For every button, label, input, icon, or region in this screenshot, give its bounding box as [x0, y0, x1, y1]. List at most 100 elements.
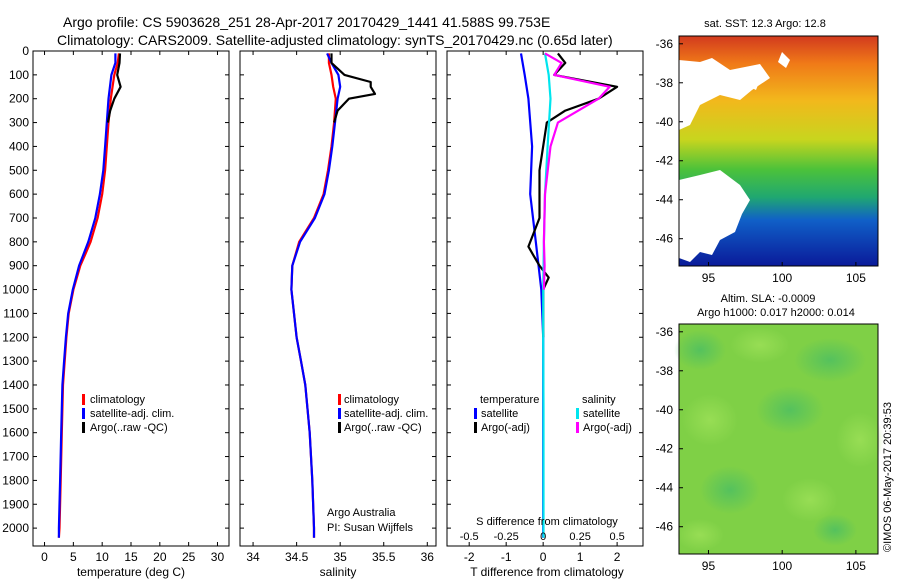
salinity-diff-tick-label: -0.5 — [460, 531, 479, 543]
depth-tick-label: 1200 — [2, 330, 29, 344]
legend-s-argo: Argo(-adj) — [583, 422, 632, 434]
temperature-x-ticks: 0 5 10 15 20 25 30 — [41, 51, 224, 564]
x-tick-label: 35.5 — [372, 550, 396, 564]
depth-axis-ticks: 0 100 200 300 400 500 600 700 800 900 1000 1100 1200… — [2, 44, 229, 535]
legend-swatch-s-argo — [576, 422, 579, 433]
legend-swatch-argo — [338, 422, 341, 433]
legend-argo: Argo(..raw -QC) — [344, 422, 422, 434]
x-tick-label: 34 — [246, 550, 260, 564]
salinity-diff-tick-label: 0.5 — [609, 531, 624, 543]
x-tick-label: 34.5 — [285, 550, 309, 564]
legend-header-temperature: temperature — [480, 394, 539, 406]
depth-tick-label: 900 — [9, 259, 29, 273]
difference-series — [519, 52, 619, 538]
x-tick-label: 36 — [421, 550, 435, 564]
legend-t-satellite: satellite — [481, 408, 518, 420]
temperature-xlabel: temperature (deg C) — [77, 565, 185, 579]
legend-header-salinity: salinity — [582, 394, 616, 406]
temperature-plot-frame — [32, 50, 230, 547]
legend-swatch-t-satellite — [474, 408, 477, 419]
temperature-legend: climatology satellite-adj. clim. Argo(..… — [82, 394, 174, 434]
credit-text: ©IMOS 06-May-2017 20:39:53 — [882, 402, 894, 552]
difference-xlabel: T difference from climatology — [470, 565, 624, 579]
sst-map-ticks: 95 100 105 -36 -38 -40 -42 -44 -46 — [656, 37, 867, 285]
salinity-diff-tick-label: -0.25 — [494, 531, 519, 543]
map-y-tick-label: -46 — [656, 520, 674, 534]
depth-tick-label: 700 — [9, 211, 29, 225]
x-tick-label: 10 — [95, 550, 109, 564]
sst-cloud-gaps — [679, 52, 790, 262]
sla-map-title: Altim. SLA: -0.0009 — [721, 293, 816, 305]
sla-map-subtitle: Argo h1000: 0.017 h2000: 0.014 — [697, 307, 855, 319]
map-y-tick-label: -44 — [656, 193, 674, 207]
map-y-tick-label: -38 — [656, 76, 674, 90]
x-tick-label: -1 — [501, 550, 512, 564]
depth-tick-label: 1800 — [2, 473, 29, 487]
x-tick-label: 2 — [614, 550, 621, 564]
map-y-tick-label: -46 — [656, 232, 674, 246]
map-y-tick-label: -44 — [656, 481, 674, 495]
sst-map-panel: sat. SST: 12.3 Argo: 12.8 95 100 105 -36 -38… — [656, 18, 879, 285]
x-tick-label: 0 — [540, 550, 547, 564]
sla-map-panel: Altim. SLA: -0.0009 Argo h1000: 0.017 h2… — [656, 293, 884, 573]
map-y-tick-label: -38 — [656, 364, 674, 378]
legend-swatch-satellite — [82, 408, 85, 419]
x-tick-label: 5 — [70, 550, 77, 564]
salinity-plot-frame — [239, 50, 437, 547]
depth-tick-label: 1600 — [2, 426, 29, 440]
depth-tick-label: 200 — [9, 92, 29, 106]
legend-s-satellite: satellite — [583, 408, 620, 420]
agency-label: Argo Australia — [327, 507, 396, 519]
salinity-series-line — [330, 53, 377, 123]
map-x-tick-label: 95 — [702, 271, 716, 285]
salinity-series — [290, 52, 377, 538]
salinity-series-line — [290, 52, 342, 538]
legend-satellite-adj: satellite-adj. clim. — [90, 408, 174, 420]
legend-swatch-s-satellite — [576, 408, 579, 419]
x-tick-label: 1 — [577, 550, 584, 564]
legend-climatology: climatology — [344, 394, 400, 406]
salinity-legend: climatology satellite-adj. clim. Argo(..… — [338, 394, 428, 434]
map-x-tick-label: 105 — [846, 271, 866, 285]
salinity-diff-tick-label: 0 — [540, 531, 546, 543]
x-tick-label: -2 — [464, 550, 475, 564]
difference-series-line — [542, 52, 611, 290]
depth-tick-label: 300 — [9, 116, 29, 130]
depth-tick-label: 500 — [9, 163, 29, 177]
salinity-panel: 34 34.5 35 35.5 36 salinity climatology sate… — [239, 50, 437, 579]
legend-swatch-argo — [82, 422, 85, 433]
map-x-tick-label: 100 — [772, 271, 792, 285]
legend-swatch-satellite — [338, 408, 341, 419]
x-tick-label: 25 — [182, 550, 196, 564]
map-x-tick-label: 105 — [846, 559, 866, 573]
legend-swatch-t-argo — [474, 422, 477, 433]
sst-map-title: sat. SST: 12.3 Argo: 12.8 — [704, 18, 826, 30]
depth-tick-label: 1500 — [2, 402, 29, 416]
salinity-diff-ticks: -0.5 -0.25 0 0.25 0.5 — [460, 531, 625, 543]
salinity-x-ticks: 34 34.5 35 35.5 36 — [246, 51, 434, 564]
map-y-tick-label: -42 — [656, 442, 674, 456]
map-y-tick-label: -36 — [656, 325, 674, 339]
difference-x-ticks: -2 -1 0 1 2 — [464, 51, 621, 564]
sst-map-frame — [678, 35, 879, 267]
legend-climatology: climatology — [90, 394, 146, 406]
temperature-panel: 0100200300400500600700800900100011001200… — [2, 44, 230, 579]
temperature-series-line — [106, 53, 122, 123]
legend-swatch-climatology — [82, 394, 85, 405]
depth-tick-label: 1100 — [3, 306, 29, 320]
x-tick-label: 0 — [41, 550, 48, 564]
sla-map-ticks: 95 100 105 -36 -38 -40 -42 -44 -46 — [656, 325, 867, 573]
depth-tick-label: 2000 — [2, 521, 29, 535]
legend-swatch-climatology — [338, 394, 341, 405]
x-tick-label: 30 — [211, 550, 225, 564]
depth-tick-label: 600 — [9, 187, 29, 201]
depth-tick-label: 1900 — [2, 497, 29, 511]
figure-subtitle: Climatology: CARS2009. Satellite-adjuste… — [57, 32, 613, 48]
difference-plot-frame — [446, 50, 644, 547]
map-y-tick-label: -42 — [656, 154, 674, 168]
difference-panel: -2 -1 0 1 2 T difference from climatology S … — [446, 50, 644, 579]
map-y-tick-label: -40 — [656, 115, 674, 129]
depth-tick-label: 400 — [9, 139, 29, 153]
salinity-xlabel: salinity — [320, 565, 357, 579]
